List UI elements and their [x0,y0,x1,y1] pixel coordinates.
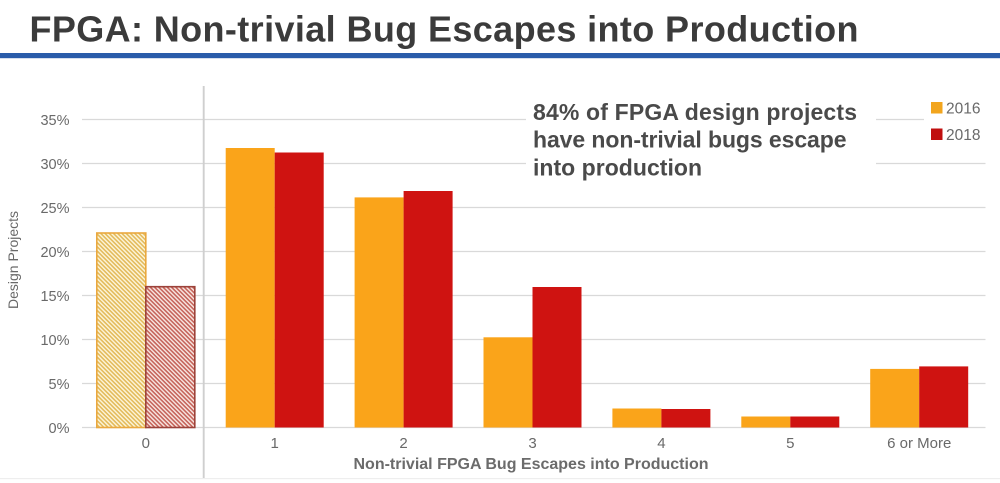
svg-text:30%: 30% [40,157,69,173]
svg-text:5%: 5% [49,377,70,393]
svg-text:6 or More: 6 or More [887,435,951,452]
svg-text:35%: 35% [40,113,69,129]
svg-text:1: 1 [271,435,279,452]
svg-text:into production: into production [533,154,702,180]
svg-text:2: 2 [399,435,407,452]
svg-text:15%: 15% [40,289,69,305]
svg-text:FPGA: Non-trivial Bug Escapes: FPGA: Non-trivial Bug Escapes into Produ… [30,9,859,50]
svg-text:25%: 25% [40,201,69,217]
svg-text:5: 5 [786,435,794,452]
svg-text:Design Projects: Design Projects [5,211,21,309]
svg-text:3: 3 [528,435,536,452]
svg-text:have non-trivial bugs escape: have non-trivial bugs escape [533,127,847,153]
svg-text:Non-trivial FPGA Bug Escapes i: Non-trivial FPGA Bug Escapes into Produc… [354,456,709,473]
svg-text:0: 0 [142,435,150,452]
svg-text:10%: 10% [40,333,69,349]
svg-text:0%: 0% [49,421,70,437]
svg-text:2018: 2018 [946,127,980,144]
svg-text:84% of FPGA design projects: 84% of FPGA design projects [533,99,857,125]
svg-text:20%: 20% [40,245,69,261]
svg-text:2016: 2016 [946,101,980,118]
svg-text:4: 4 [657,435,665,452]
